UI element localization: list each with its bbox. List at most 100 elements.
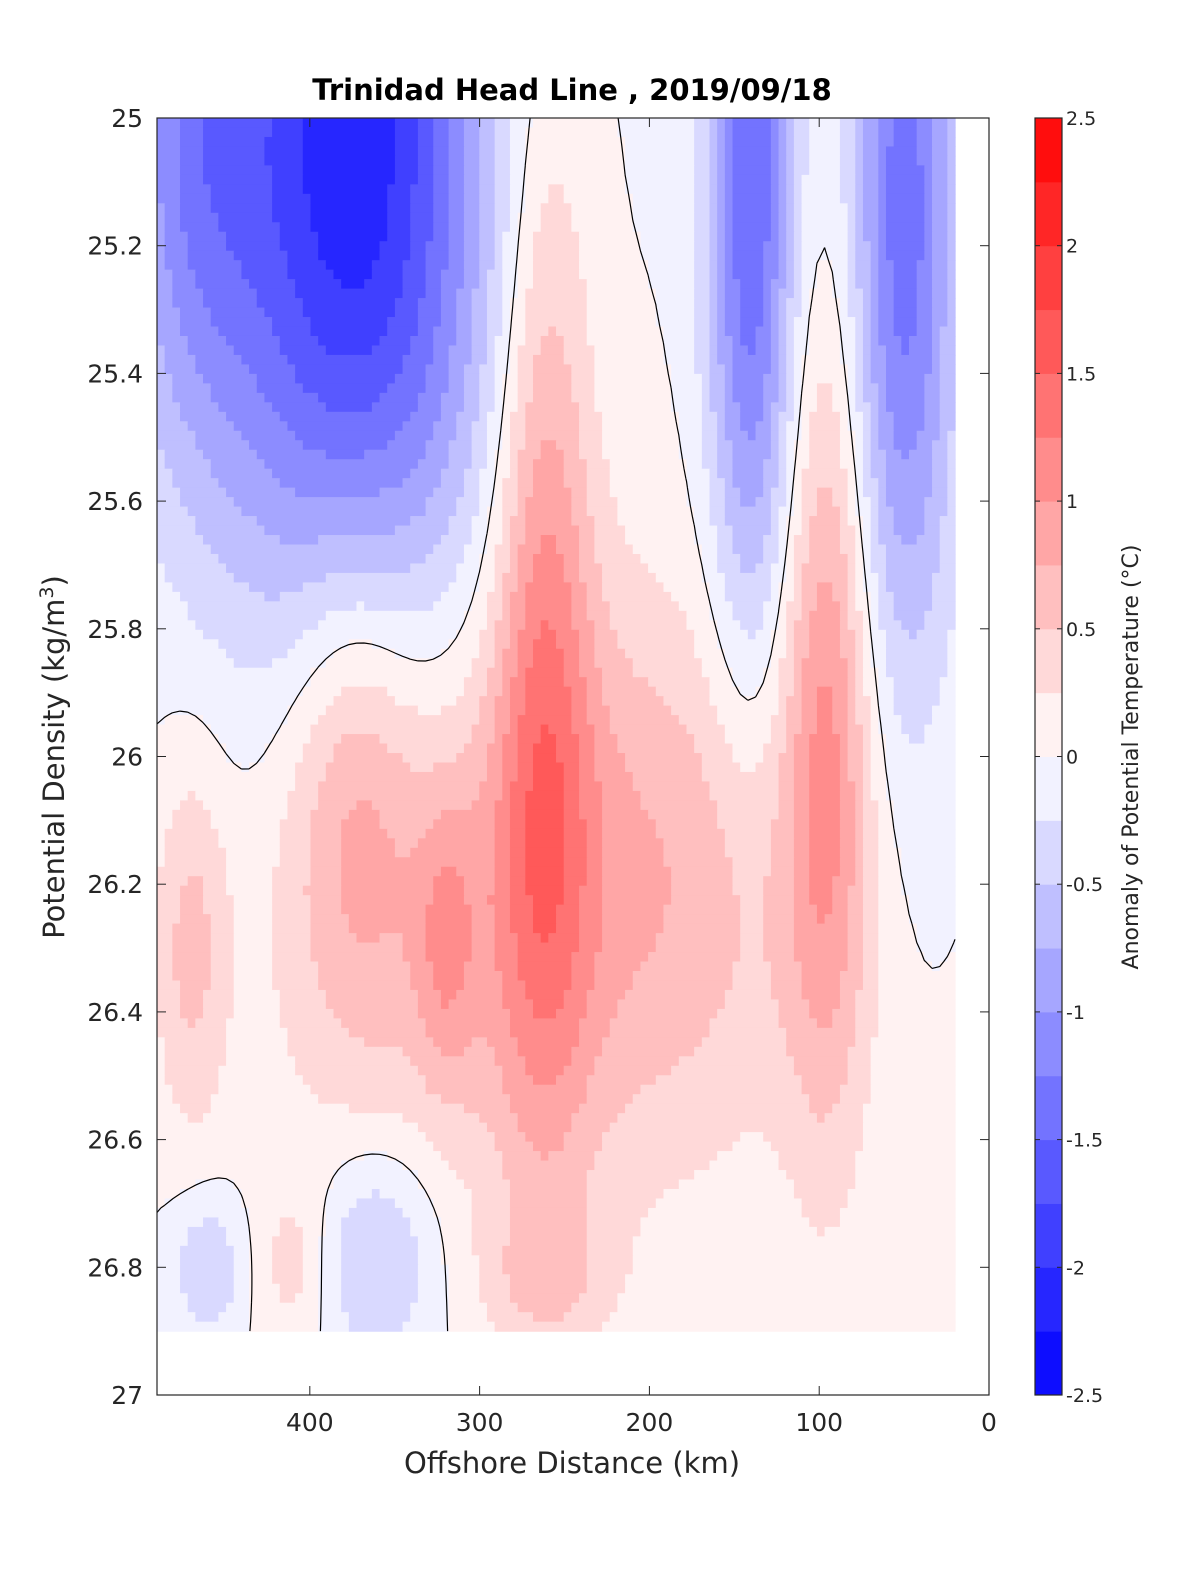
field-cell (816, 696, 833, 707)
field-cell (279, 847, 312, 858)
field-cell (540, 1151, 549, 1162)
field-cell (509, 468, 519, 479)
field-cell (533, 231, 580, 242)
field-cell (763, 610, 780, 621)
field-cell (924, 516, 941, 527)
field-cell (717, 563, 741, 574)
field-cell (694, 127, 711, 138)
field-cell (463, 1046, 496, 1057)
field-cell (579, 933, 603, 944)
field-cell (916, 317, 933, 328)
field-cell (870, 544, 887, 555)
field-cell (425, 449, 450, 460)
field-cell (878, 705, 895, 716)
field-cell (893, 696, 941, 707)
field-cell (801, 184, 841, 195)
field-cell (862, 857, 879, 868)
field-cell (540, 345, 565, 356)
colorbar-swatches (1035, 118, 1062, 1396)
field-cell (226, 231, 281, 242)
field-cell (947, 260, 956, 271)
field-cell (195, 364, 250, 375)
field-cell (233, 999, 281, 1010)
field-cell (417, 298, 442, 309)
field-cell (916, 269, 933, 280)
field-cell (325, 705, 419, 716)
field-cell (187, 1113, 204, 1124)
field-cell (471, 298, 488, 309)
field-cell (586, 1226, 642, 1237)
field-cell (157, 364, 166, 375)
field-cell (786, 1046, 849, 1057)
field-cell (463, 212, 480, 223)
field-cell (586, 1084, 642, 1095)
field-cell (839, 525, 856, 536)
field-cell (862, 904, 879, 915)
field-cell (901, 535, 918, 546)
field-cell (325, 999, 419, 1010)
field-cell (847, 241, 856, 252)
field-cell (325, 1207, 350, 1219)
field-cell (425, 506, 457, 517)
field-cell (855, 383, 864, 394)
field-cell (502, 535, 511, 546)
field-cell (157, 516, 196, 527)
field-cell (279, 335, 319, 347)
field-cell (786, 563, 795, 574)
field-cell (586, 1008, 618, 1019)
field-cell (885, 563, 941, 574)
field-cell (947, 449, 956, 460)
field-cell (640, 250, 695, 261)
field-cell (157, 876, 189, 887)
field-cell (939, 430, 948, 441)
field-cell (579, 895, 603, 906)
field-cell (509, 1027, 580, 1038)
field-cell (778, 999, 810, 1010)
field-cell (502, 1160, 595, 1171)
field-cell (694, 212, 711, 223)
field-cell (786, 1027, 856, 1038)
field-cell (870, 440, 879, 451)
field-cell (839, 146, 856, 157)
field-cell (509, 335, 526, 347)
field-cell (341, 876, 434, 887)
field-cell (486, 686, 503, 697)
field-cell (778, 667, 795, 678)
field-cell (847, 658, 856, 669)
field-cell (648, 809, 718, 820)
field-cell (579, 885, 603, 896)
field-cell (724, 487, 741, 498)
field-cell (732, 146, 772, 157)
field-cell (732, 383, 764, 394)
field-cell (855, 648, 864, 659)
field-cell (801, 971, 841, 982)
field-cell (870, 1037, 956, 1048)
field-cell (502, 497, 519, 508)
field-cell (717, 459, 734, 470)
field-cell (272, 326, 312, 337)
field-cell (862, 876, 879, 887)
field-cell (433, 174, 450, 185)
field-cell (579, 1018, 611, 1029)
field-cell (686, 724, 726, 735)
field-cell (157, 241, 166, 252)
field-cell (709, 402, 726, 413)
field-cell (724, 724, 772, 735)
field-cell (563, 1312, 611, 1323)
field-cell (433, 231, 450, 242)
field-cell (732, 440, 772, 451)
field-cell (187, 335, 227, 347)
field-cell (157, 1075, 166, 1086)
field-cell (709, 241, 718, 252)
field-cell (463, 364, 480, 375)
field-cell (602, 1046, 695, 1057)
field-cell (847, 421, 864, 432)
field-cell (786, 203, 795, 214)
field-cell (809, 734, 841, 745)
field-cell (617, 127, 695, 138)
field-cell (816, 582, 833, 593)
field-cell (525, 506, 572, 517)
field-cell (878, 298, 895, 309)
field-cell (494, 809, 511, 820)
field-cell (763, 885, 795, 896)
